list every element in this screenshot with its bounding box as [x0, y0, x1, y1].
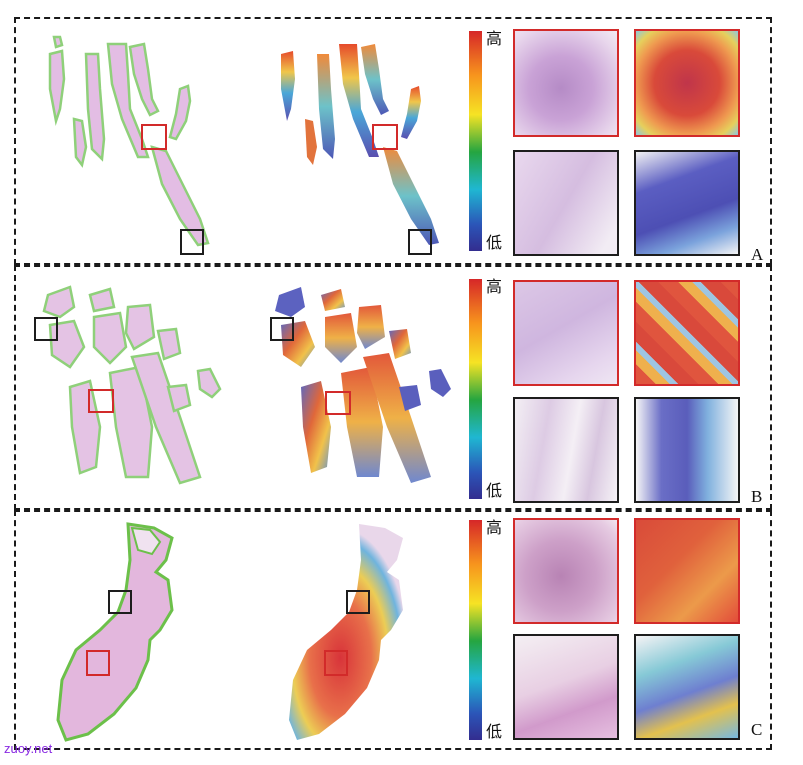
colorbar-high-label: 高: [486, 277, 503, 296]
colorbar-low-label: 低: [486, 233, 503, 252]
roi-box-red: [88, 389, 114, 413]
panel-label-a: A: [751, 245, 764, 264]
zoom-patch-heat-black-c: [634, 634, 740, 740]
roi-box-red-heatmap: [324, 650, 348, 676]
panel-c: 高 低 C: [14, 510, 772, 750]
watermark: zuoy.net: [4, 741, 53, 756]
roi-box-black-heatmap: [270, 317, 294, 341]
zoom-patch-heat-red-a: [634, 29, 740, 137]
zoom-patch-he-black-a: [513, 150, 619, 256]
wsi-heatmap-a: [281, 44, 439, 245]
roi-box-red-heatmap: [372, 124, 398, 150]
panel-b: 高 低 B: [14, 265, 772, 510]
roi-box-black-heatmap: [346, 590, 370, 614]
zoom-patch-heat-red-c: [634, 518, 740, 624]
colorbar-b: [469, 279, 482, 499]
colorbar-high-label: 高: [486, 518, 503, 537]
zoom-patch-he-black-b: [513, 397, 619, 503]
zoom-patch-heat-black-a: [634, 150, 740, 256]
colorbar-high-label: 高: [486, 29, 503, 48]
panel-label-c: C: [751, 720, 763, 739]
wsi-heatmap-c: [289, 524, 403, 740]
panel-label-b: B: [751, 487, 763, 506]
roi-box-red: [86, 650, 110, 676]
zoom-patch-he-red-c: [513, 518, 619, 624]
roi-box-black-heatmap: [408, 229, 432, 255]
wsi-heatmap-b: [275, 287, 451, 483]
colorbar-a: [469, 31, 482, 251]
roi-box-black: [34, 317, 58, 341]
roi-box-black: [180, 229, 204, 255]
wsi-outlined-c: [56, 522, 174, 742]
panel-a: 高 低 A: [14, 17, 772, 265]
colorbar-low-label: 低: [486, 722, 503, 741]
roi-box-red: [141, 124, 167, 150]
wsi-outlined-a: [48, 35, 210, 247]
zoom-patch-heat-red-b: [634, 280, 740, 386]
colorbar-low-label: 低: [486, 481, 503, 500]
zoom-patch-he-red-a: [513, 29, 619, 137]
zoom-patch-he-red-b: [513, 280, 619, 386]
roi-box-black: [108, 590, 132, 614]
zoom-patch-he-black-c: [513, 634, 619, 740]
colorbar-c: [469, 520, 482, 740]
wsi-outlined-b: [42, 285, 222, 485]
roi-box-red-heatmap: [325, 391, 351, 415]
zoom-patch-heat-black-b: [634, 397, 740, 503]
